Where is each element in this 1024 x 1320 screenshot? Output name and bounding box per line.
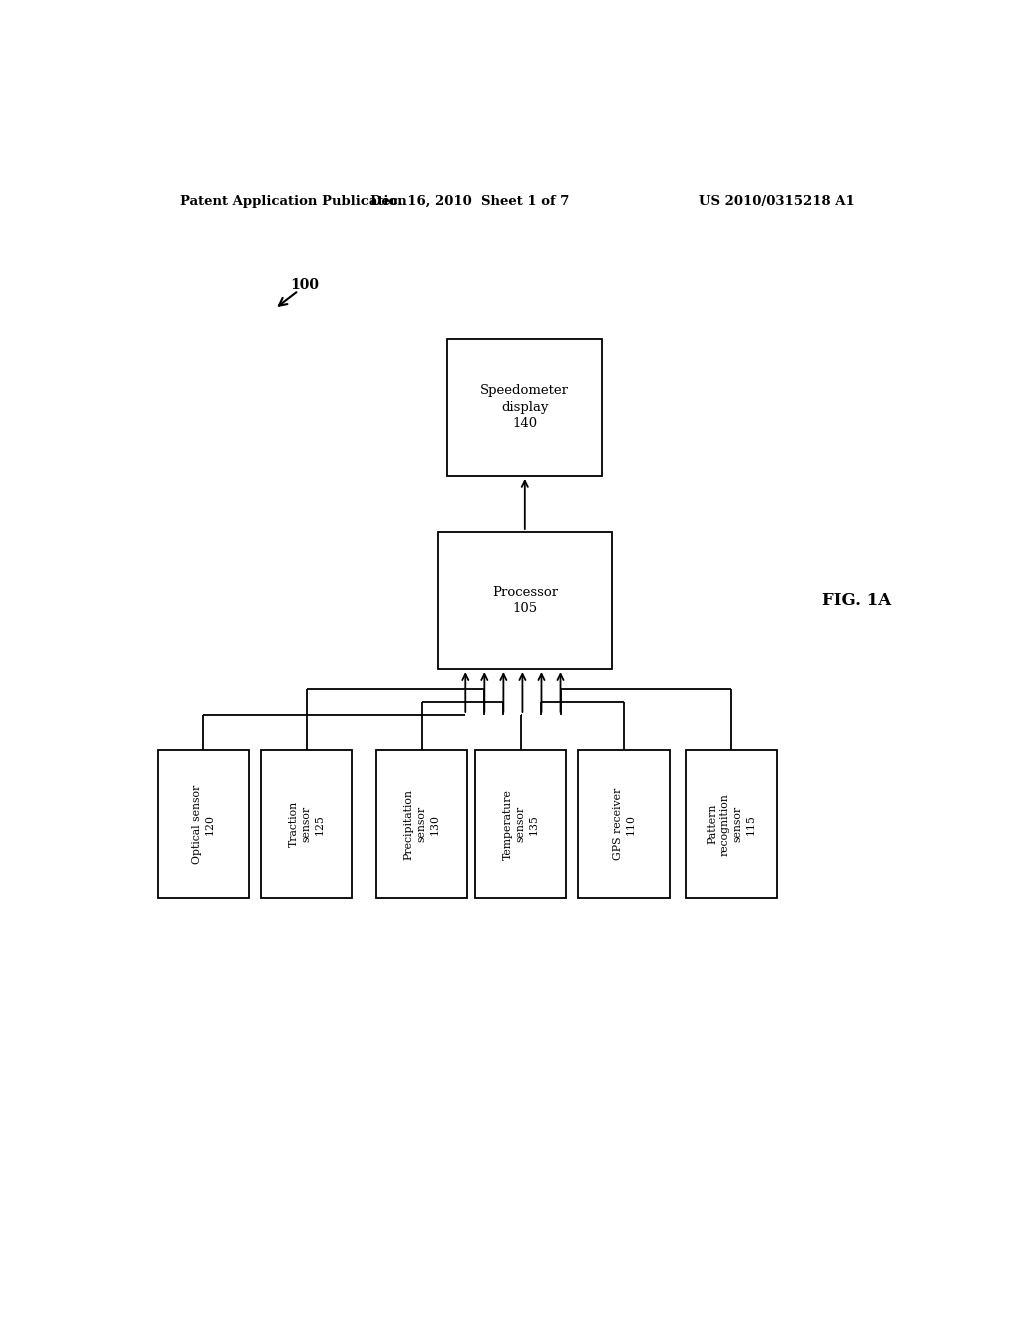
Text: Patent Application Publication: Patent Application Publication — [179, 194, 407, 207]
Bar — [261, 751, 352, 898]
Text: Dec. 16, 2010  Sheet 1 of 7: Dec. 16, 2010 Sheet 1 of 7 — [370, 194, 569, 207]
Text: Pattern
recognition
sensor
115: Pattern recognition sensor 115 — [707, 793, 756, 855]
Text: Speedometer
display
140: Speedometer display 140 — [480, 384, 569, 430]
Bar — [579, 751, 670, 898]
Text: Temperature
sensor
135: Temperature sensor 135 — [503, 789, 539, 859]
Text: US 2010/0315218 A1: US 2010/0315218 A1 — [699, 194, 855, 207]
Text: Traction
sensor
125: Traction sensor 125 — [289, 801, 325, 847]
Bar — [376, 751, 467, 898]
Bar — [158, 751, 249, 898]
Text: Processor
105: Processor 105 — [492, 586, 558, 615]
Bar — [437, 532, 612, 669]
Text: GPS receiver
110: GPS receiver 110 — [612, 788, 636, 861]
Text: 100: 100 — [291, 279, 319, 293]
Bar — [447, 339, 602, 477]
Bar — [685, 751, 777, 898]
Text: Optical sensor
120: Optical sensor 120 — [191, 784, 215, 863]
Text: FIG. 1A: FIG. 1A — [822, 593, 892, 609]
Bar — [475, 751, 566, 898]
Text: Precipitation
sensor
130: Precipitation sensor 130 — [403, 789, 439, 859]
